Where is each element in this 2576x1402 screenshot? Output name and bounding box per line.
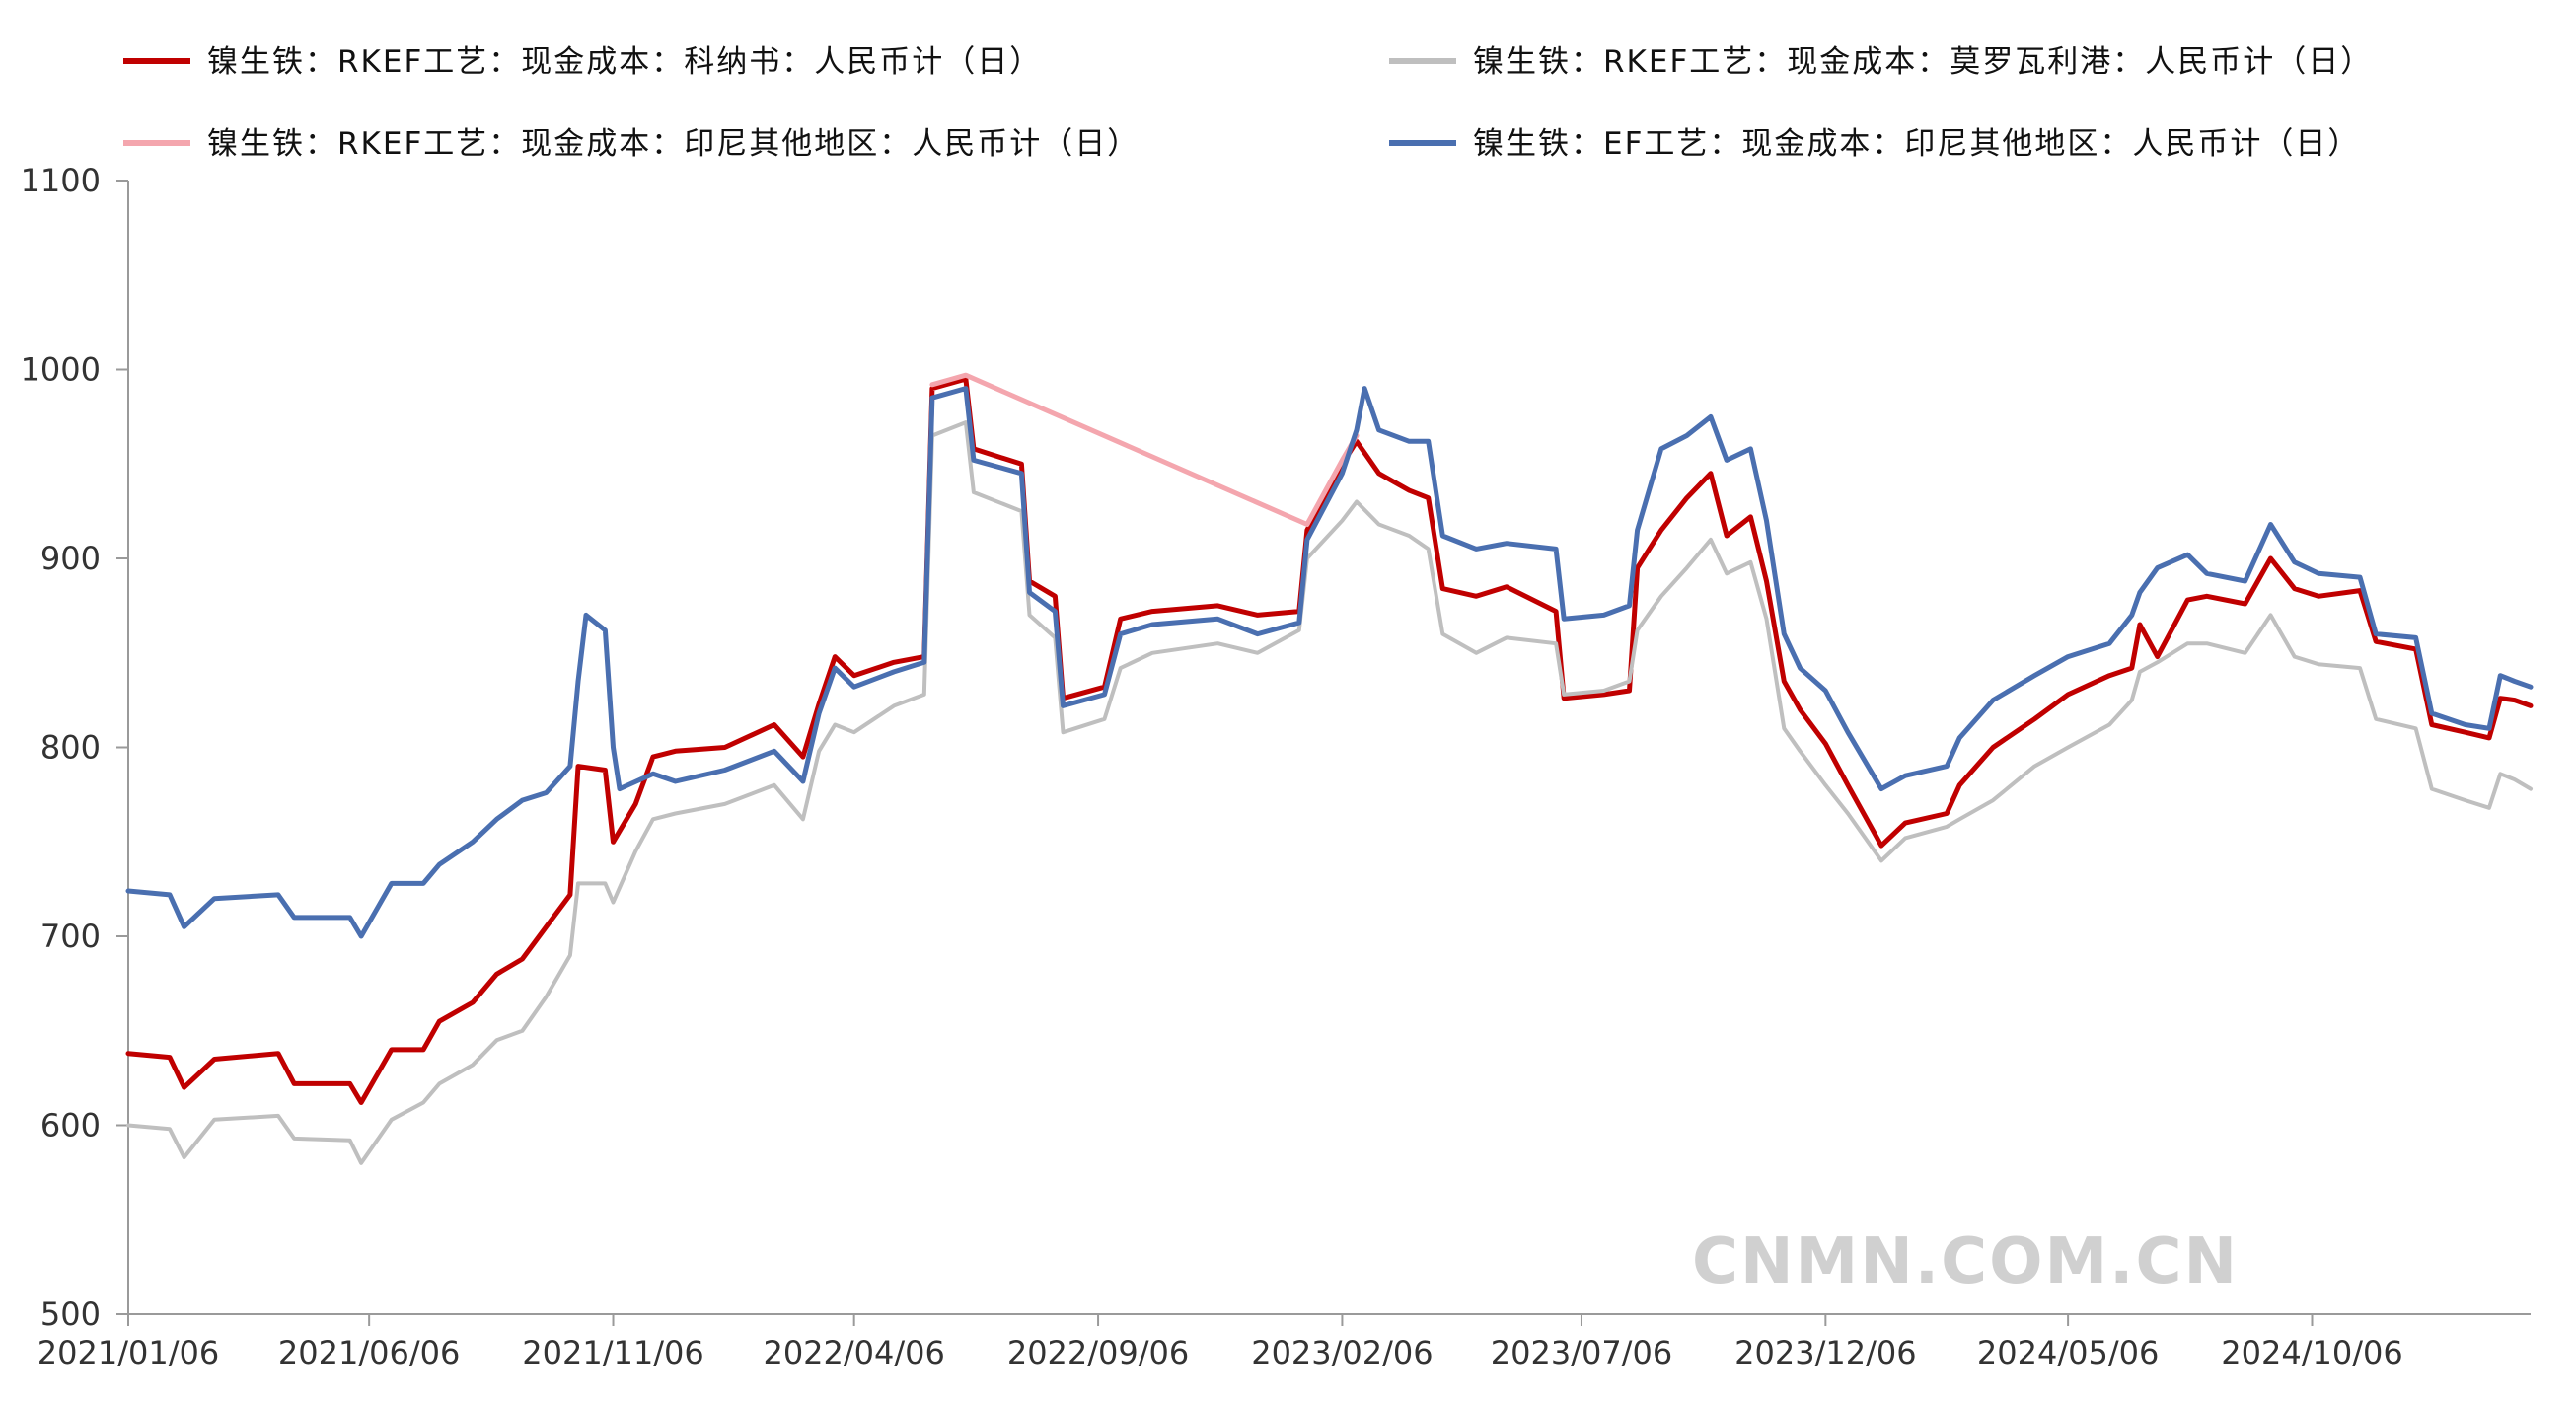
legend-label: 镍生铁：RKEF工艺：现金成本：莫罗瓦利港：人民币计（日）	[1473, 44, 2373, 80]
y-tick-label: 700	[40, 918, 101, 955]
x-tick-label: 2024/10/06	[2221, 1334, 2402, 1371]
x-tick-label: 2022/09/06	[1007, 1334, 1189, 1371]
x-tick-label: 2023/07/06	[1491, 1334, 1672, 1371]
x-tick-label: 2023/12/06	[1734, 1334, 1916, 1371]
y-tick-label: 900	[40, 540, 101, 577]
legend-label: 镍生铁：EF工艺：现金成本：印尼其他地区：人民币计（日）	[1473, 126, 2360, 162]
legend-label: 镍生铁：RKEF工艺：现金成本：印尼其他地区：人民币计（日）	[207, 126, 1140, 162]
series-lines	[125, 372, 2534, 1165]
x-axis: 2021/01/06 2021/06/06 2021/11/06 2022/04/06…	[37, 1313, 2531, 1371]
series-line-2	[126, 420, 2533, 1165]
series-line-1	[125, 376, 2534, 1105]
y-tick-label: 800	[40, 729, 101, 767]
x-tick-label: 2023/02/06	[1251, 1334, 1433, 1371]
x-tick-label: 2022/04/06	[763, 1334, 944, 1371]
x-tick-label: 2021/06/06	[278, 1334, 460, 1371]
watermark-text: CNMN.COM.CN	[1692, 1225, 2239, 1298]
series-line-4	[125, 386, 2534, 939]
y-tick-label: 1100	[21, 162, 101, 199]
x-tick-label: 2024/05/06	[1977, 1334, 2159, 1371]
legend: 镍生铁：RKEF工艺：现金成本：科纳书：人民币计（日） 镍生铁：RKEF工艺：现金…	[123, 44, 2373, 162]
x-tick-label: 2021/01/06	[37, 1334, 219, 1371]
x-tick-label: 2021/11/06	[522, 1334, 703, 1371]
y-tick-label: 500	[40, 1295, 101, 1333]
y-tick-label: 600	[40, 1107, 101, 1144]
y-axis: 500 600 700 800 900 1000 1100	[21, 162, 129, 1333]
y-tick-label: 1000	[21, 351, 101, 389]
legend-label: 镍生铁：RKEF工艺：现金成本：科纳书：人民币计（日）	[207, 44, 1042, 80]
